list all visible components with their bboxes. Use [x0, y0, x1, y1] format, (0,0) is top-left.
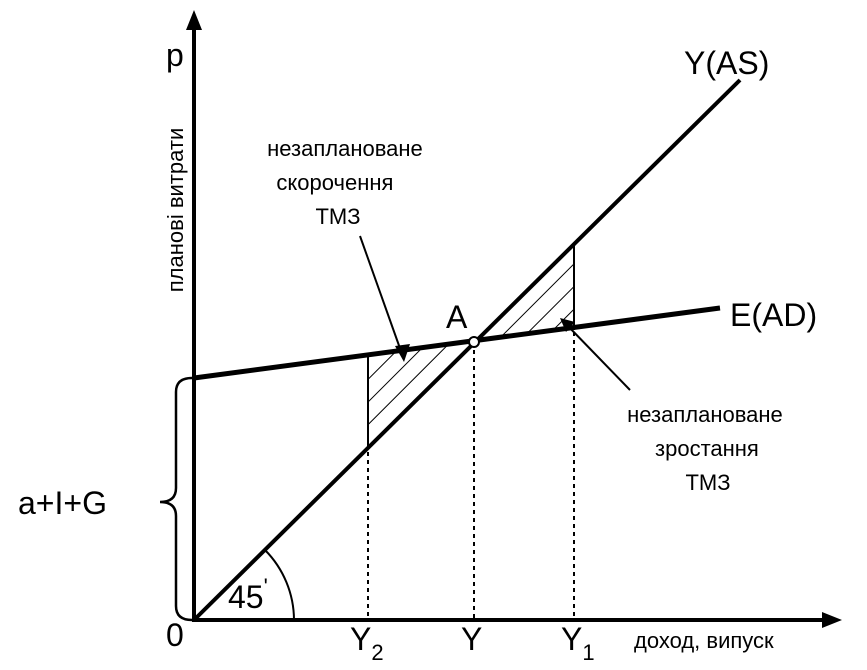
y-axis-title: планові витрати	[163, 128, 188, 292]
as-line-label: Y(AS)	[684, 45, 769, 81]
origin-label: 0	[166, 617, 184, 653]
equilibrium-point	[468, 336, 480, 348]
shortage-pointer-arrow	[395, 344, 410, 362]
y-axis-label: р	[166, 37, 184, 73]
angle-arc	[264, 549, 295, 621]
surplus-pointer	[565, 323, 631, 391]
intercept-label: a+I+G	[18, 485, 107, 521]
as-line	[192, 78, 742, 622]
tick-y: Y	[461, 621, 482, 657]
y-axis-arrow	[186, 10, 202, 30]
ad-line	[193, 305, 721, 381]
x-axis-arrow	[822, 612, 842, 628]
intercept-brace	[159, 376, 193, 622]
shortage-pointer	[359, 235, 403, 355]
ad-line-label: E(AD)	[730, 297, 817, 333]
surplus-pointer-arrow	[560, 318, 575, 332]
surplus-annotation: незаплановане зростання ТМЗ	[627, 402, 789, 495]
angle-label: 45'	[228, 574, 268, 615]
x-axis-title: доход, випуск	[634, 628, 774, 653]
shortage-annotation: незаплановане скорочення ТМЗ	[267, 136, 429, 229]
tick-y1: Y1	[561, 621, 595, 665]
equilibrium-label: A	[446, 299, 468, 335]
tick-y2: Y2	[350, 621, 384, 665]
